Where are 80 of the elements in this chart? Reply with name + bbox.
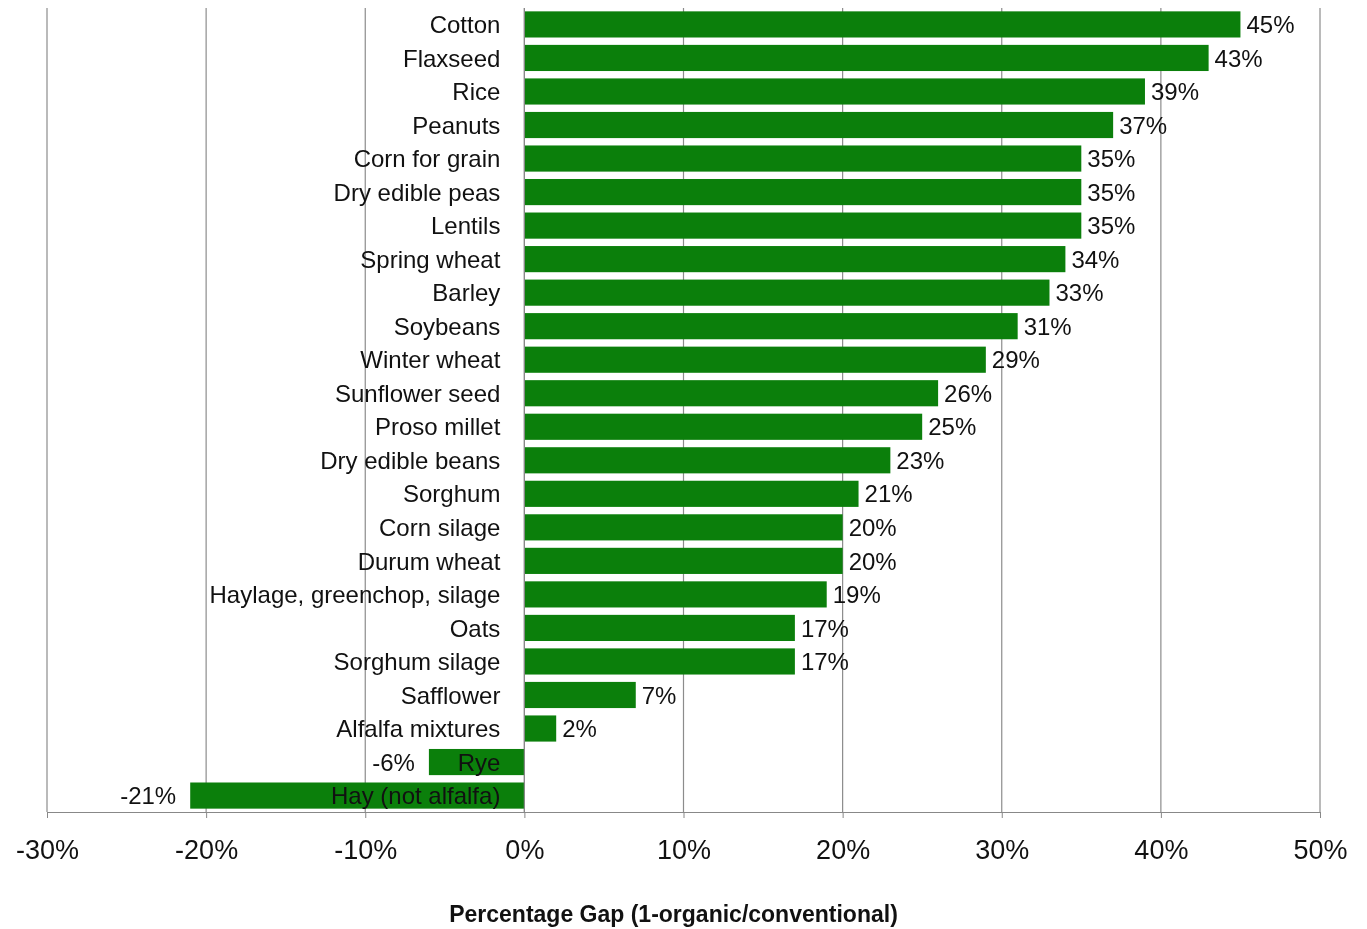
y-tick-label: Haylage, greenchop, silage: [209, 581, 501, 609]
y-tick-label: Barley: [432, 279, 501, 307]
y-tick-label: Soybeans: [393, 312, 501, 340]
y-tick-label: Flaxseed: [402, 44, 501, 72]
y-tick-label: Corn for grain: [353, 145, 501, 173]
y-tick-label: Oats: [449, 614, 501, 642]
data-label: 2%: [562, 715, 597, 743]
data-label: 20%: [848, 547, 897, 575]
x-tick-label: 0%: [505, 834, 545, 865]
bar: [524, 44, 1209, 72]
data-label: 35%: [1087, 145, 1136, 173]
data-label: 7%: [641, 681, 677, 709]
bar: [524, 279, 1050, 306]
x-tick-label: -20%: [175, 834, 239, 865]
x-tick-label: 50%: [1293, 834, 1348, 865]
data-label: 35%: [1087, 212, 1136, 240]
y-tick-label: Proso millet: [375, 413, 501, 441]
y-tick-label: Sorghum: [402, 480, 501, 508]
y-tick-label: Safflower: [400, 681, 501, 709]
x-tick-label: 40%: [1134, 834, 1189, 865]
data-label: 20%: [848, 513, 897, 541]
y-tick-label: Lentils: [431, 212, 501, 240]
data-label: 17%: [800, 614, 849, 642]
bar: [524, 715, 557, 742]
bar: [524, 346, 986, 373]
data-label: 25%: [928, 413, 977, 441]
bar: [524, 78, 1145, 105]
y-tick-label: Cotton: [429, 11, 501, 39]
bar: [524, 447, 891, 474]
x-tick-label: 10%: [656, 834, 712, 865]
data-label: 34%: [1071, 245, 1120, 273]
data-label: 31%: [1023, 312, 1072, 340]
y-tick-label: Spring wheat: [360, 245, 501, 273]
data-label: 17%: [800, 648, 849, 676]
data-label: 33%: [1055, 279, 1104, 307]
data-label: 35%: [1087, 178, 1136, 206]
y-tick-label: Durum wheat: [357, 547, 501, 575]
data-label: 29%: [991, 346, 1040, 374]
bar: [524, 480, 859, 507]
x-axis-title: Percentage Gap (1-organic/conventional): [449, 901, 898, 927]
x-tick-label: 20%: [816, 834, 871, 865]
y-tick-label: Dry edible peas: [333, 178, 501, 206]
y-tick-label: Corn silage: [378, 513, 501, 541]
data-label: -21%: [120, 782, 177, 810]
bar: [524, 111, 1114, 139]
data-label: 37%: [1119, 111, 1168, 139]
y-tick-label: Dry edible beans: [320, 446, 501, 474]
x-tick-label: 30%: [975, 834, 1030, 865]
data-label: 43%: [1214, 44, 1263, 72]
bar: [524, 681, 636, 709]
bar: [524, 547, 843, 574]
data-label: 26%: [944, 379, 993, 407]
data-label: 19%: [832, 581, 881, 609]
y-tick-label: Sorghum silage: [333, 648, 501, 676]
bar: [524, 313, 1018, 340]
bar: [524, 212, 1082, 239]
bar: [524, 413, 923, 440]
y-tick-label: Peanuts: [412, 111, 501, 139]
data-label: 23%: [896, 446, 945, 474]
y-tick-label: Winter wheat: [360, 346, 501, 374]
bar: [524, 581, 827, 608]
data-label: -6%: [372, 748, 415, 776]
data-label: 45%: [1246, 11, 1295, 39]
data-label: 21%: [864, 480, 913, 508]
bar: [524, 614, 795, 642]
bar: [524, 246, 1066, 273]
y-tick-label: Sunflower seed: [334, 379, 501, 407]
data-label: 39%: [1150, 78, 1200, 106]
y-tick-label: Hay (not alfalfa): [330, 782, 501, 810]
x-tick-label: -30%: [15, 834, 80, 865]
bar: [524, 145, 1082, 172]
y-tick-label: Alfalfa mixtures: [336, 715, 501, 743]
bar: [524, 11, 1241, 38]
bar: [524, 648, 795, 675]
y-tick-label: Rice: [452, 78, 501, 106]
bar: [524, 514, 843, 541]
bar: [524, 380, 939, 407]
x-tick-label: -10%: [334, 834, 398, 865]
bar: [524, 178, 1082, 206]
y-tick-label: Rye: [457, 748, 501, 776]
